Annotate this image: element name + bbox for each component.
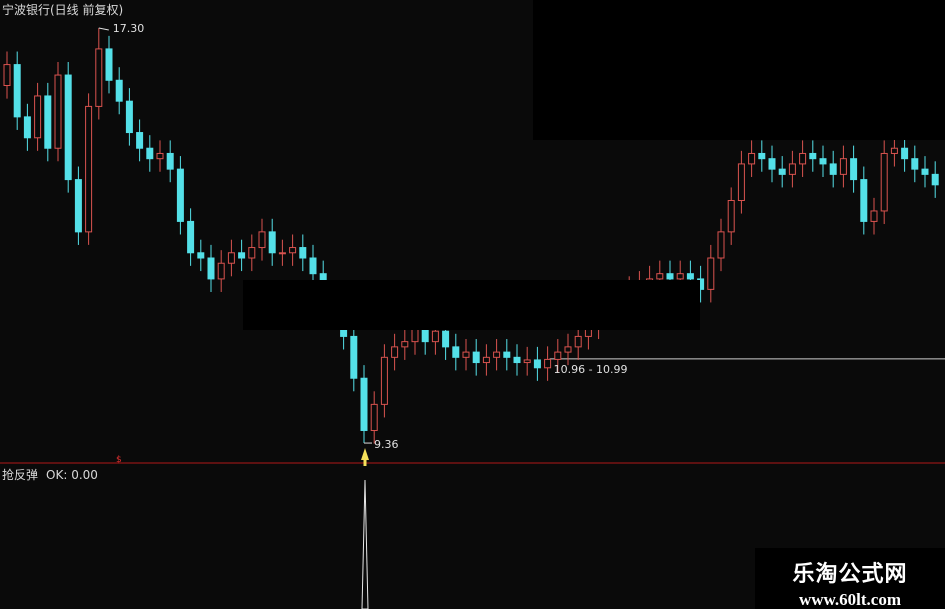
- price-annotation-label: 10.96 - 10.99: [554, 363, 628, 376]
- candle-body: [788, 163, 796, 175]
- candle-body: [380, 356, 388, 405]
- candle-body: [860, 179, 868, 222]
- candle-body: [656, 273, 664, 280]
- candle-body: [289, 247, 297, 254]
- indicator-legend: 抢反弹 OK: 0.00: [2, 466, 106, 483]
- candle-body: [523, 359, 531, 364]
- candle-body: [819, 158, 827, 165]
- candle-body: [727, 200, 735, 233]
- candle-body: [44, 95, 52, 149]
- candle-body: [115, 79, 123, 102]
- indicator-name: 抢反弹: [2, 468, 39, 482]
- candle-body: [890, 147, 898, 154]
- candle-body: [217, 262, 225, 280]
- candle-body: [442, 330, 450, 348]
- candle-body: [268, 231, 276, 254]
- candle-body: [544, 358, 552, 369]
- candle-body: [248, 247, 256, 259]
- candle-body: [95, 48, 103, 107]
- candle-body: [431, 330, 439, 343]
- candle-body: [238, 252, 246, 259]
- chart-title: 宁波银行(日线 前复权): [2, 3, 124, 17]
- candle-body: [768, 158, 776, 170]
- watermark-url: www.60lt.com: [799, 590, 901, 609]
- candle-body: [564, 346, 572, 353]
- annotation-leader: [98, 27, 109, 31]
- candle-body: [176, 168, 184, 222]
- candle-body: [686, 273, 694, 280]
- candle-body: [401, 341, 409, 348]
- candle-body: [850, 158, 858, 181]
- candle-body: [54, 74, 62, 149]
- redaction-block: [533, 0, 945, 140]
- candle-body: [64, 74, 72, 181]
- candle-body: [13, 64, 21, 118]
- candle-body: [482, 356, 490, 364]
- candle-body: [911, 158, 919, 170]
- candle-body: [299, 247, 307, 259]
- candle-body: [391, 346, 399, 358]
- candle-body: [452, 346, 460, 358]
- candle-body: [676, 273, 684, 280]
- candle-body: [809, 152, 817, 160]
- candle-body: [166, 152, 174, 170]
- candle-body: [666, 273, 674, 280]
- candle-body: [156, 152, 164, 160]
- candle-body: [839, 158, 847, 175]
- candle-body: [278, 252, 286, 255]
- candle-body: [462, 351, 470, 358]
- candle-body: [493, 351, 501, 358]
- candle-body: [3, 64, 11, 87]
- candle-body: [370, 403, 378, 432]
- candle-body: [125, 100, 133, 134]
- candle-body: [105, 48, 113, 81]
- candle-body: [737, 163, 745, 202]
- candle-body: [554, 351, 562, 360]
- candle-body: [360, 377, 368, 432]
- candle-body: [136, 132, 144, 149]
- indicator-spike: [361, 479, 369, 609]
- candle-body: [309, 257, 317, 275]
- candle-body: [870, 210, 878, 222]
- signal-dollar-marker: $: [116, 455, 122, 465]
- indicator-value: OK: 0.00: [46, 468, 98, 482]
- candle-body: [34, 95, 42, 139]
- candle-body: [207, 257, 215, 280]
- candle-body: [187, 220, 195, 254]
- candle-body: [472, 351, 480, 364]
- candle-body: [778, 168, 786, 175]
- candle-body: [23, 116, 31, 139]
- candle-body: [350, 335, 358, 379]
- candle-body: [258, 231, 266, 249]
- candle-body: [880, 152, 888, 212]
- candle-body: [197, 252, 205, 259]
- candle-body: [717, 231, 725, 259]
- candle-body: [931, 173, 939, 186]
- candle-body: [533, 359, 541, 369]
- candle-body: [146, 147, 154, 160]
- candle-body: [921, 168, 929, 175]
- candle-body: [707, 257, 715, 290]
- price-annotation-label: 17.30: [113, 22, 145, 35]
- candle-body: [503, 351, 511, 358]
- candle-body: [758, 152, 766, 160]
- price-annotation-label: 9.36: [374, 438, 399, 451]
- candle-body: [748, 152, 756, 165]
- candle-body: [574, 335, 582, 348]
- candle-body: [799, 152, 807, 165]
- candle-body: [513, 356, 521, 364]
- candle-body: [85, 105, 93, 233]
- watermark-name: 乐淘公式网: [792, 562, 908, 587]
- candle-body: [829, 163, 837, 175]
- candle-body: [227, 252, 235, 264]
- redaction-block: [243, 280, 700, 330]
- watermark: 乐淘公式网 www.60lt.com: [755, 548, 945, 609]
- candle-body: [901, 147, 909, 160]
- buy-arrow-icon: [361, 448, 369, 466]
- candle-body: [74, 179, 82, 233]
